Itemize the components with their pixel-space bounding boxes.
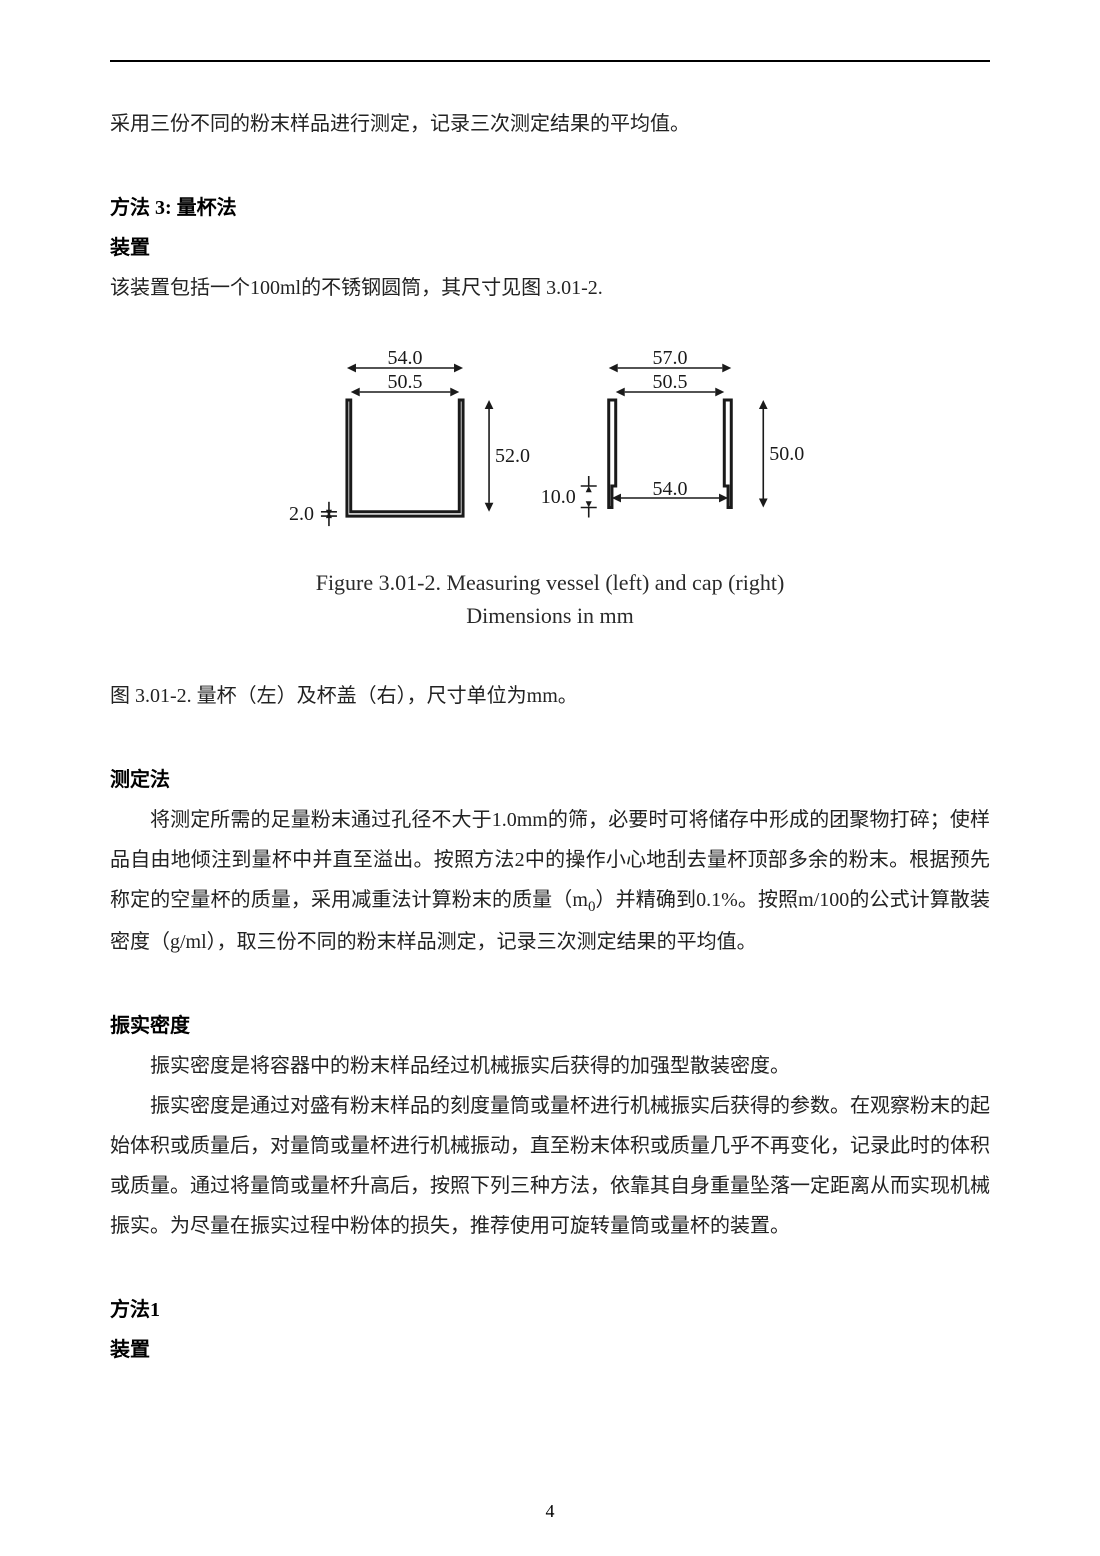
figure-caption-en-line1: Figure 3.01-2. Measuring vessel (left) a… xyxy=(110,566,990,599)
tapped-para2: 振实密度是通过对盛有粉末样品的刻度量筒或量杯进行机械振实后获得的参数。在观察粉末… xyxy=(110,1086,990,1246)
apparatus2-heading: 装置 xyxy=(110,1330,990,1370)
method1-heading: 方法1 xyxy=(110,1290,990,1330)
tapped-density-heading: 振实密度 xyxy=(110,1006,990,1046)
tapped-para1: 振实密度是将容器中的粉末样品经过机械振实后获得的加强型散装密度。 xyxy=(110,1046,990,1086)
svg-text:50.5: 50.5 xyxy=(653,371,688,393)
apparatus-paragraph: 该装置包括一个100ml的不锈钢圆筒，其尺寸见图 3.01-2. xyxy=(110,268,990,308)
determination-heading: 测定法 xyxy=(110,760,990,800)
svg-text:52.0: 52.0 xyxy=(495,445,530,467)
svg-text:54.0: 54.0 xyxy=(653,478,688,500)
figure-caption-cn: 图 3.01-2. 量杯（左）及杯盖（右），尺寸单位为mm。 xyxy=(110,676,990,716)
method3-heading: 方法 3: 量杯法 xyxy=(110,188,990,228)
intro-paragraph: 采用三份不同的粉末样品进行测定，记录三次测定结果的平均值。 xyxy=(110,104,990,144)
svg-text:50.5: 50.5 xyxy=(388,371,423,393)
figure-3-01-2: 54.050.552.02.057.050.550.054.010.0 xyxy=(110,348,990,558)
svg-text:50.0: 50.0 xyxy=(769,443,804,465)
svg-text:10.0: 10.0 xyxy=(541,486,576,508)
determination-paragraph: 将测定所需的足量粉末通过孔径不大于1.0mm的筛，必要时可将储存中形成的团聚物打… xyxy=(110,800,990,962)
figure-caption-en-line2: Dimensions in mm xyxy=(110,599,990,632)
page-number: 4 xyxy=(0,1501,1100,1522)
svg-text:54.0: 54.0 xyxy=(388,348,423,369)
svg-text:57.0: 57.0 xyxy=(653,348,688,369)
header-rule xyxy=(110,60,990,62)
svg-text:2.0: 2.0 xyxy=(289,503,314,525)
apparatus-heading: 装置 xyxy=(110,228,990,268)
